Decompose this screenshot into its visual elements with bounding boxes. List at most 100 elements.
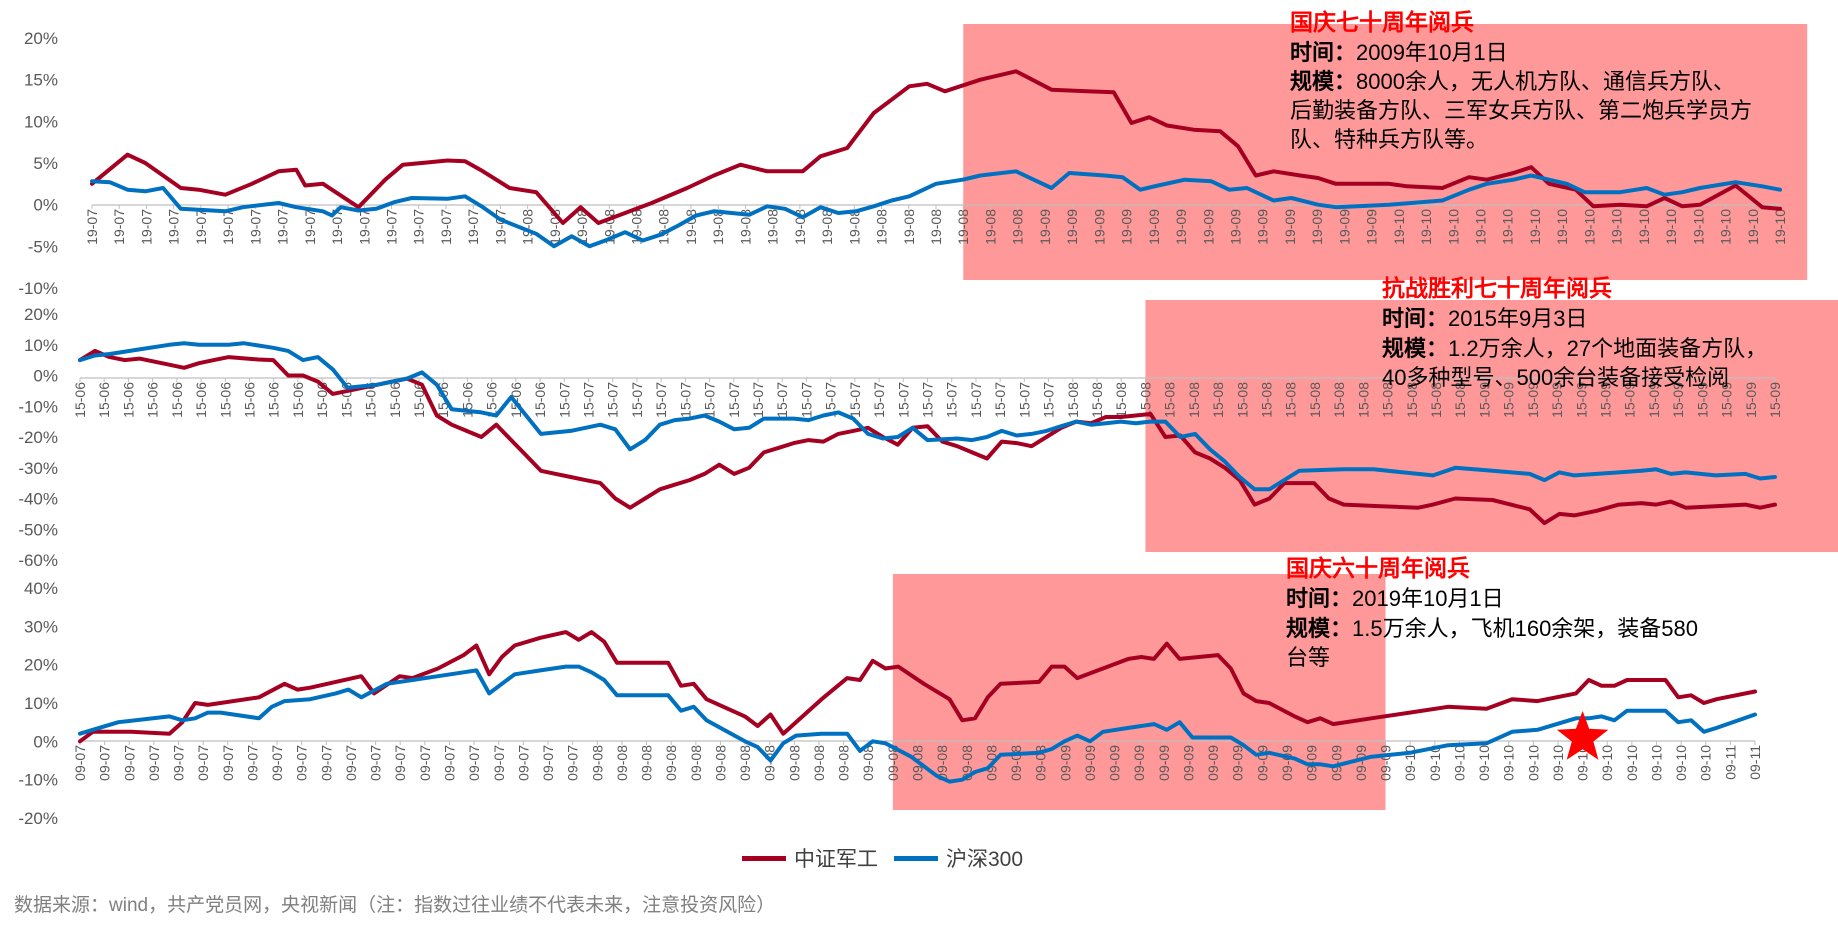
x-tick-label-2009: 09-07 <box>540 745 556 781</box>
x-tick-label-2009: 09-09 <box>1156 745 1172 781</box>
annotation-time-2015: 时间：2015年9月3日 <box>1382 306 1588 331</box>
x-tick-label-2015: 15-09 <box>1476 382 1492 418</box>
x-tick-label-2015: 15-08 <box>1331 382 1347 418</box>
x-tick-label-2015: 15-08 <box>1283 382 1299 418</box>
x-tick-label-2009: 09-07 <box>318 745 334 781</box>
legend-label-military: 中证军工 <box>794 848 878 871</box>
x-tick-label-2009: 09-10 <box>1550 745 1566 781</box>
parade-star-2009 <box>1556 711 1609 760</box>
x-tick-label-2015: 15-08 <box>1210 382 1226 418</box>
x-tick-label-2015: 15-06 <box>532 382 548 418</box>
x-tick-label-2015: 15-09 <box>1573 382 1589 418</box>
x-tick-label-2009: 09-07 <box>146 745 162 781</box>
x-tick-label-2015: 15-06 <box>72 382 88 418</box>
x-tick-label-2015: 15-09 <box>1525 382 1541 418</box>
x-tick-label-2019: 19-09 <box>1227 209 1243 245</box>
x-tick-label-2019: 19-10 <box>1772 209 1788 245</box>
x-tick-label-2009: 09-09 <box>1180 745 1196 781</box>
x-tick-label-2015: 15-07 <box>944 382 960 418</box>
legend-swatch-military <box>742 855 786 861</box>
y-tick-label-2009: 20% <box>24 656 58 675</box>
x-tick-label-2015: 15-07 <box>653 382 669 418</box>
annotation-scale-2009-line2: 台等 <box>1286 645 1331 670</box>
x-tick-label-2009: 09-11 <box>1722 745 1738 780</box>
x-tick-label-2015: 15-08 <box>1186 382 1202 418</box>
x-tick-label-2009: 09-07 <box>72 745 88 781</box>
x-tick-label-2015: 15-07 <box>581 382 597 418</box>
x-tick-label-2009: 09-07 <box>121 745 137 781</box>
x-tick-label-2019: 19-08 <box>819 209 835 245</box>
x-tick-label-2019: 19-09 <box>1146 209 1162 245</box>
x-tick-label-2009: 09-08 <box>860 745 876 781</box>
x-tick-label-2019: 19-07 <box>356 209 372 245</box>
y-tick-label-2015: 0% <box>33 367 58 386</box>
x-tick-label-2009: 09-10 <box>1575 745 1591 781</box>
x-tick-label-2009: 09-08 <box>712 745 728 781</box>
annotation-scale-2009-line1: 规模：1.5万余人，飞机160余架，装备580 <box>1286 616 1699 641</box>
x-tick-label-2015: 15-07 <box>871 382 887 418</box>
x-tick-label-2015: 15-07 <box>798 382 814 418</box>
x-tick-label-2019: 19-10 <box>1609 209 1625 245</box>
x-tick-label-2019: 19-08 <box>710 209 726 245</box>
x-tick-label-2015: 15-08 <box>1452 382 1468 418</box>
x-tick-label-2009: 09-08 <box>737 745 753 781</box>
x-tick-label-2015: 15-07 <box>968 382 984 418</box>
x-tick-label-2015: 15-09 <box>1622 382 1638 418</box>
x-tick-label-2009: 09-10 <box>1698 745 1714 781</box>
annotation-title-2019: 国庆七十周年阅兵 <box>1290 9 1474 35</box>
legend-label-hs300: 沪深300 <box>946 848 1024 871</box>
legend-item-hs300[interactable]: 沪深300 <box>894 843 1023 873</box>
x-tick-label-2009: 09-09 <box>1254 745 1270 781</box>
x-tick-label-2015: 15-07 <box>726 382 742 418</box>
x-tick-label-2019: 19-10 <box>1473 209 1489 245</box>
y-tick-label-2015: 20% <box>24 305 58 324</box>
x-tick-label-2019: 19-07 <box>465 209 481 245</box>
x-tick-label-2009: 09-07 <box>466 745 482 781</box>
x-tick-label-2019: 19-07 <box>329 209 345 245</box>
x-tick-label-2015: 15-07 <box>702 382 718 418</box>
x-tick-label-2009: 09-10 <box>1427 745 1443 781</box>
x-tick-label-2019: 19-10 <box>1391 209 1407 245</box>
x-tick-label-2019: 19-09 <box>1091 209 1107 245</box>
x-tick-label-2015: 15-09 <box>1719 382 1735 418</box>
x-tick-label-2009: 09-10 <box>1501 745 1517 781</box>
y-tick-label-2015: -20% <box>18 428 58 447</box>
y-tick-label-2019: 10% <box>24 112 58 131</box>
x-tick-label-2009: 09-08 <box>589 745 605 781</box>
x-tick-label-2015: 15-07 <box>605 382 621 418</box>
y-tick-label-2015: -30% <box>18 459 58 478</box>
y-tick-label-2019: 20% <box>24 29 58 48</box>
x-tick-label-2009: 09-09 <box>1082 745 1098 781</box>
x-tick-label-2015: 15-06 <box>217 382 233 418</box>
x-tick-label-2015: 15-09 <box>1598 382 1614 418</box>
annotation-title-2009: 国庆六十周年阅兵 <box>1286 555 1470 581</box>
x-tick-label-2009: 09-08 <box>934 745 950 781</box>
y-tick-label-2019: -10% <box>18 279 58 298</box>
y-tick-label-2009: 40% <box>24 579 58 598</box>
x-tick-label-2009: 09-07 <box>220 745 236 781</box>
x-tick-label-2015: 15-07 <box>1016 382 1032 418</box>
x-tick-label-2015: 15-06 <box>145 382 161 418</box>
x-tick-label-2019: 19-10 <box>1554 209 1570 245</box>
x-tick-label-2015: 15-06 <box>290 382 306 418</box>
x-tick-label-2009: 09-07 <box>343 745 359 781</box>
series-line-hs300-2019 <box>90 169 1782 249</box>
legend-item-military[interactable]: 中证军工 <box>742 843 878 873</box>
x-tick-label-2009: 09-07 <box>171 745 187 781</box>
x-tick-label-2009: 09-09 <box>1107 745 1123 781</box>
x-tick-label-2019: 19-07 <box>438 209 454 245</box>
x-tick-label-2015: 15-08 <box>1162 382 1178 418</box>
annotation-scale-2015-line2: 40多种型号、500余台装备接受检阅 <box>1382 365 1730 390</box>
x-tick-label-2015: 15-06 <box>266 382 282 418</box>
y-tick-label-2015: 10% <box>24 336 58 355</box>
x-tick-label-2009: 09-08 <box>786 745 802 781</box>
x-tick-label-2019: 19-10 <box>1690 209 1706 245</box>
x-tick-label-2009: 09-07 <box>368 745 384 781</box>
x-tick-label-2009: 09-09 <box>1328 745 1344 781</box>
annotation-scale-2019-line3: 队、特种兵方队等。 <box>1290 127 1489 152</box>
x-tick-label-2015: 15-06 <box>387 382 403 418</box>
x-tick-label-2019: 19-07 <box>220 209 236 245</box>
annotation-scale-2015-line1: 规模：1.2万余人，27个地面装备方队， <box>1382 336 1768 361</box>
x-tick-label-2009: 09-07 <box>294 745 310 781</box>
